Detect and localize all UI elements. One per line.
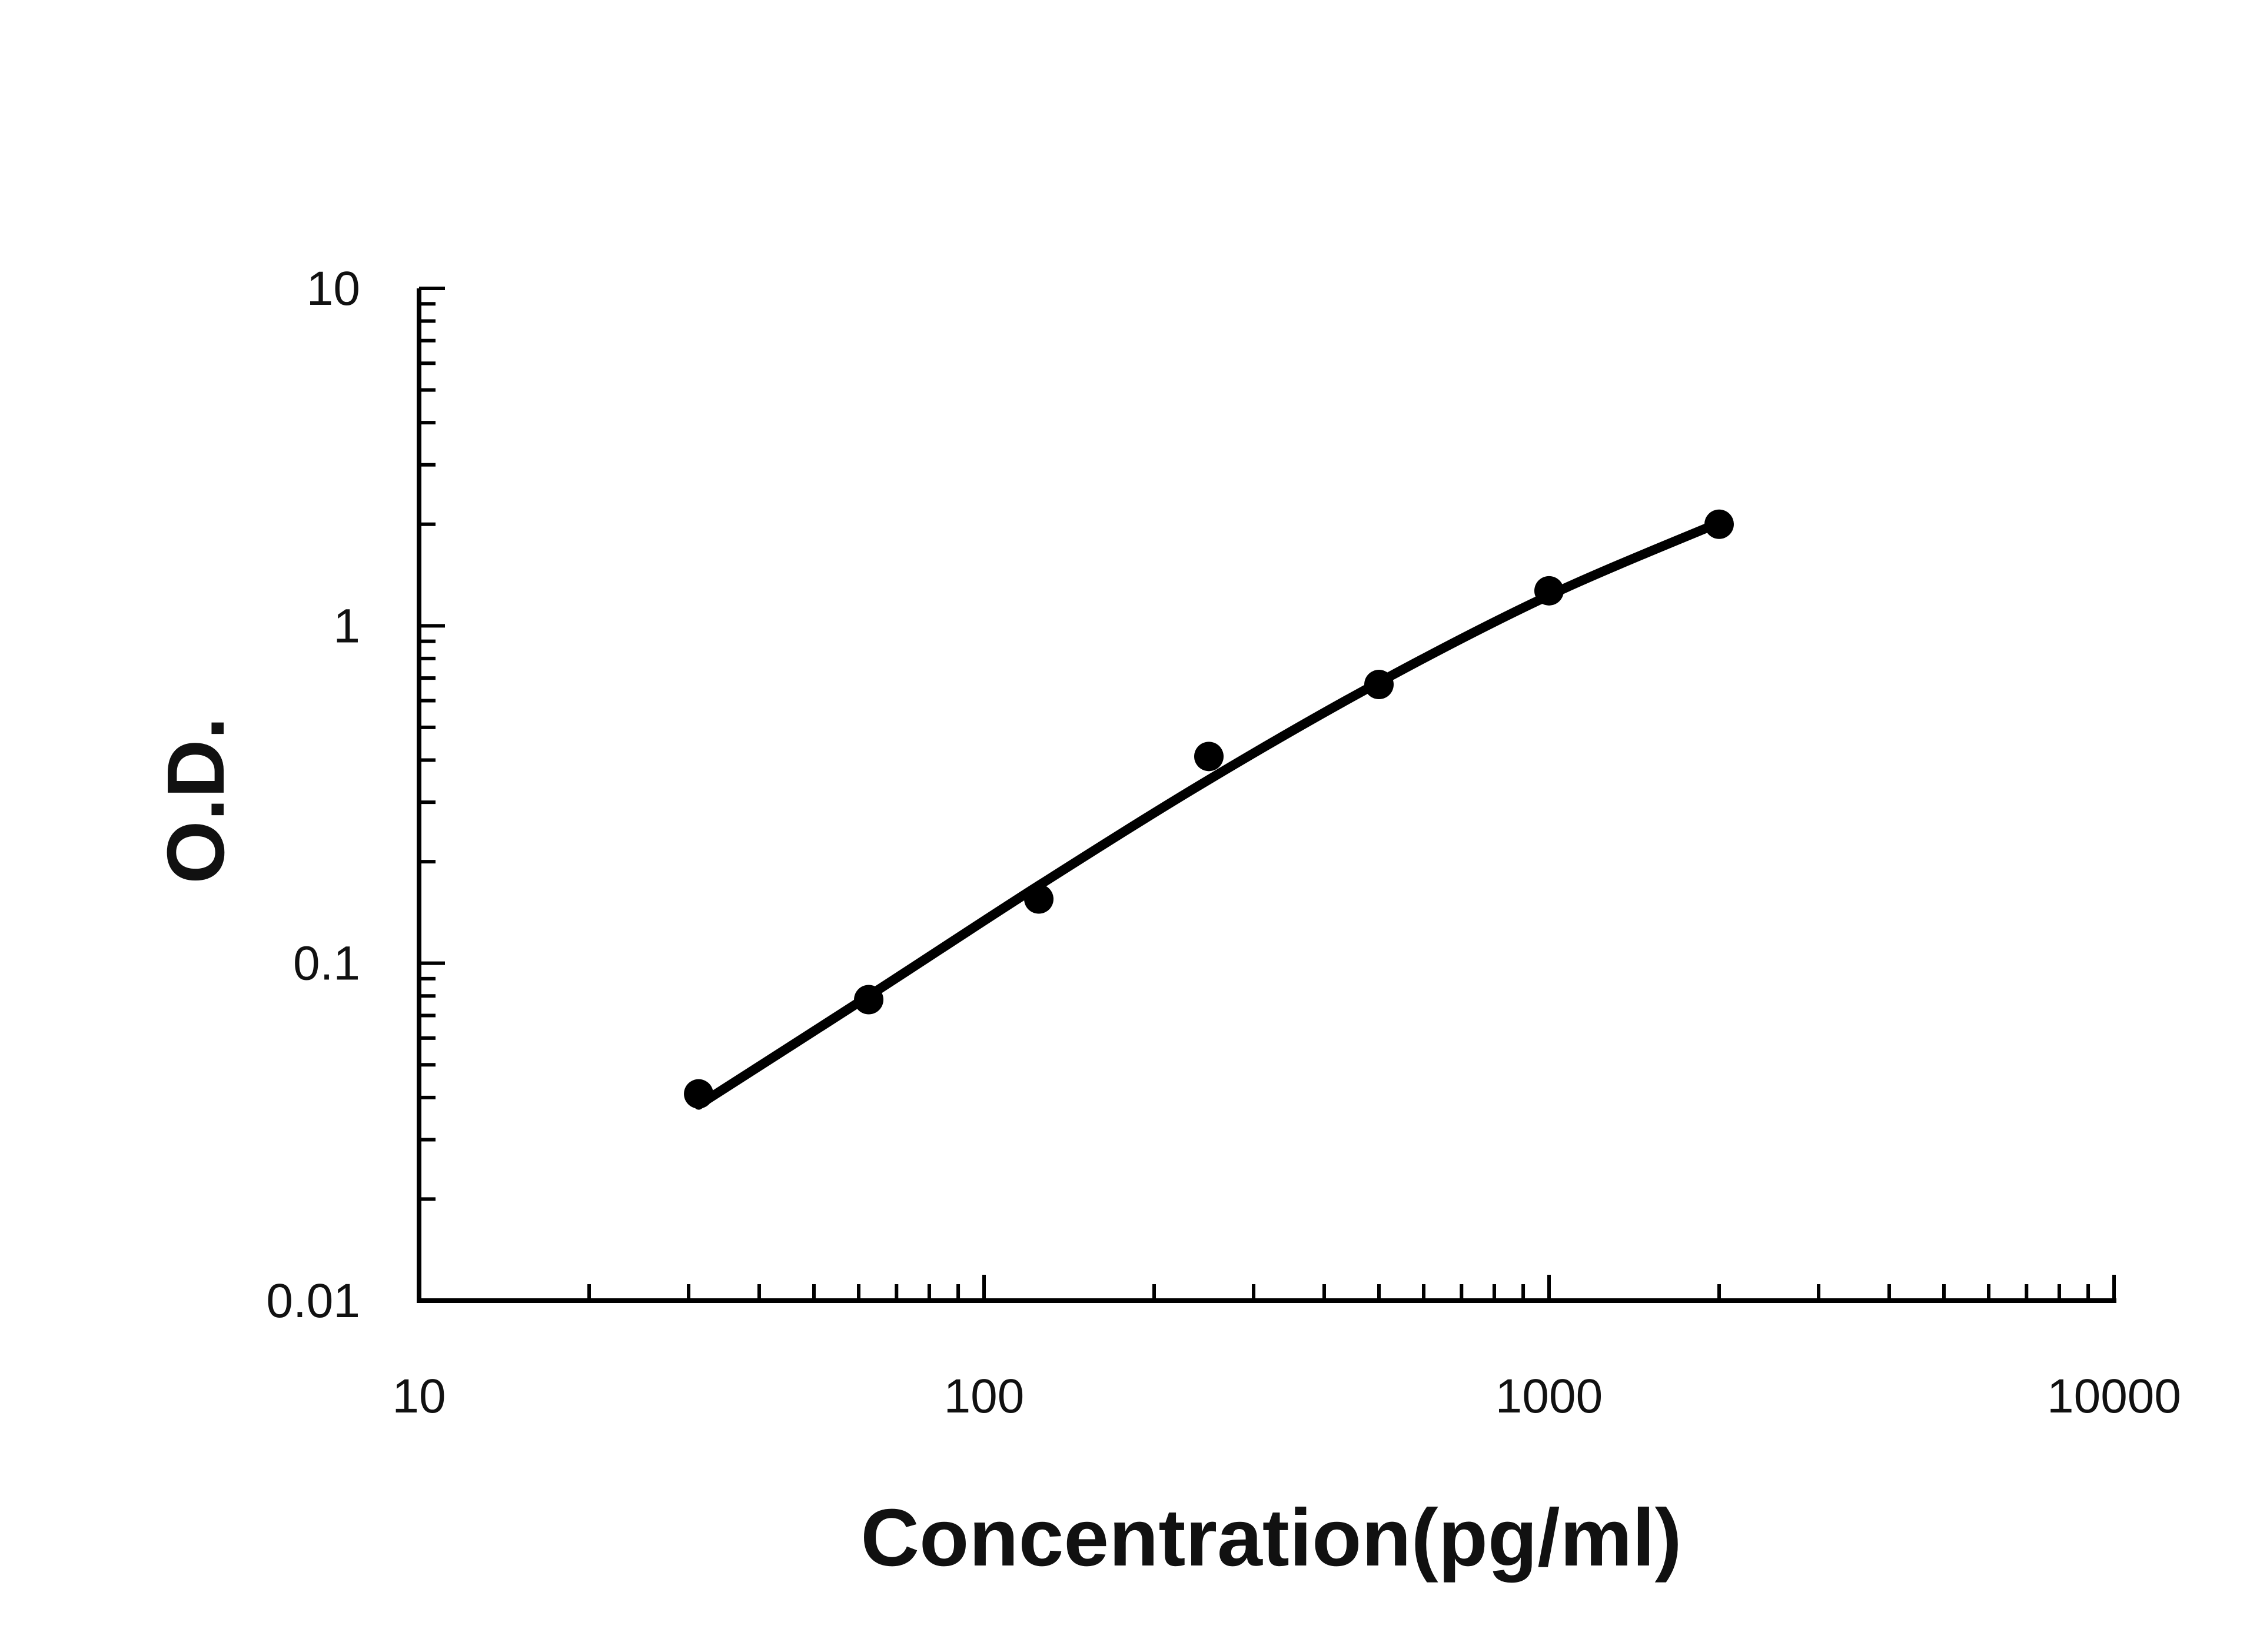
axes	[417, 288, 2116, 1303]
y-axis-title: O.D.	[151, 717, 241, 884]
x-tick-label: 10000	[2047, 1370, 2181, 1423]
data-point	[1024, 884, 1054, 914]
x-tick-label: 1000	[1495, 1370, 1603, 1423]
data-point	[1534, 576, 1564, 606]
x-tick-label: 100	[944, 1370, 1025, 1423]
y-tick-label: 0.1	[293, 937, 360, 990]
data-point	[1194, 742, 1224, 772]
data-point	[684, 1079, 714, 1109]
fit-curve-layer	[694, 518, 1724, 1110]
y-tick-label: 1	[333, 599, 360, 653]
data-points-layer	[684, 509, 1734, 1109]
data-point	[1704, 509, 1734, 539]
y-tick-label: 0.01	[266, 1274, 360, 1328]
x-tick-label: 10	[392, 1370, 446, 1423]
y-axis-ticks: 0.01 0.1 1 10	[266, 262, 445, 1328]
data-point	[1364, 670, 1394, 700]
x-axis-ticks: 10 100 1000 10000	[392, 1275, 2181, 1423]
fit-curve	[694, 518, 1724, 1110]
data-point	[854, 985, 884, 1015]
x-axis-title: Concentration(pg/ml)	[860, 1493, 1681, 1583]
y-tick-label: 10	[307, 262, 360, 315]
